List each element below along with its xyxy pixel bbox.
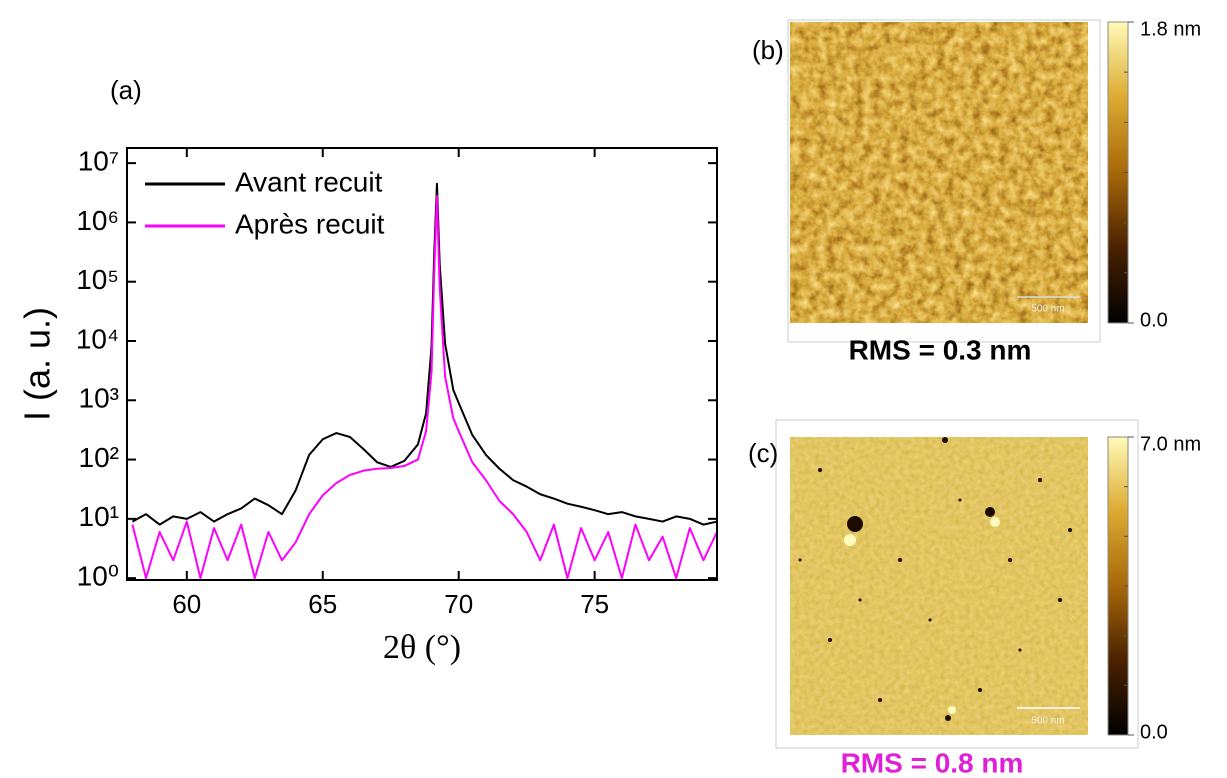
y-tick-label: 10⁶ <box>76 205 119 236</box>
panel-label: (c) <box>748 438 778 468</box>
islands <box>844 517 1000 714</box>
frame <box>775 419 1139 749</box>
axes-frame <box>126 147 718 581</box>
afm-image-b <box>787 19 1101 343</box>
colorbar-tick-label: 0.0 <box>1140 309 1168 331</box>
afm-texture <box>790 22 1088 323</box>
x-axis-label: 2θ (°) <box>383 629 461 666</box>
colorbar-tick-label: 7.0 nm <box>1140 433 1201 455</box>
y-tick-label: 10⁵ <box>76 264 119 295</box>
y-tick-label: 10⁰ <box>77 561 119 592</box>
x-tick-label: 65 <box>308 589 337 619</box>
data-line <box>131 182 717 526</box>
pits <box>798 437 1072 721</box>
frame <box>787 19 1101 343</box>
colorbar-tick-label: 0.0 <box>1140 721 1168 743</box>
y-tick-label: 10⁴ <box>76 323 119 354</box>
scale-bar-label: 500 nm <box>1031 304 1064 315</box>
afm-texture <box>790 437 1088 735</box>
scale-bar-label: 500 nm <box>1031 716 1064 727</box>
y-tick-label: 10¹ <box>79 501 119 532</box>
y-axis-label: I (a. u.) <box>17 307 58 421</box>
panel-label: (b) <box>752 35 784 65</box>
rms-caption: RMS = 0.3 nm <box>849 334 1032 365</box>
legend-label: Après recuit <box>235 208 385 239</box>
rms-caption: RMS = 0.8 nm <box>841 747 1024 778</box>
y-tick-label: 10³ <box>79 383 119 414</box>
data-line <box>131 194 717 580</box>
y-tick-label: 10⁷ <box>78 146 119 177</box>
x-tick-label: 70 <box>444 589 473 619</box>
panel-label: (a) <box>110 75 142 105</box>
colorbar-tick-label: 1.8 nm <box>1140 18 1201 40</box>
legend-label: Avant recuit <box>235 166 383 197</box>
afm-image-c <box>775 419 1139 749</box>
y-tick-label: 10² <box>79 442 119 473</box>
x-tick-label: 75 <box>580 589 609 619</box>
x-tick-label: 60 <box>172 589 201 619</box>
